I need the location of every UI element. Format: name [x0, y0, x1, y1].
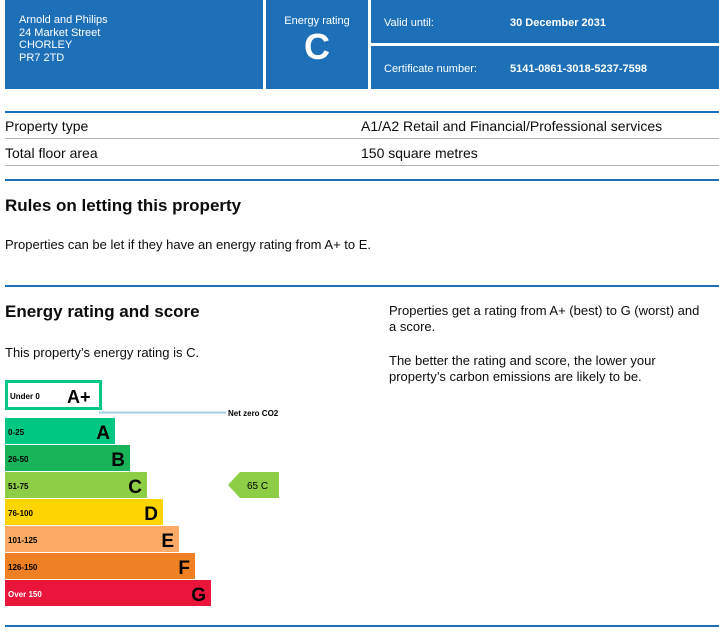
- energy-rating-label: Energy rating: [284, 15, 350, 27]
- address-block: Arnold and Philips 24 Market Street CHOR…: [5, 0, 263, 89]
- band-letter: D: [144, 504, 158, 525]
- band-bar-f: [5, 553, 195, 579]
- band-bar-e: [5, 526, 179, 552]
- band-bar-c: [5, 472, 147, 498]
- band-range-label: 26-50: [8, 455, 29, 464]
- valid-until-box: Valid until: 30 December 2031: [371, 0, 719, 43]
- energy-rating-box: Energy rating C: [266, 0, 368, 89]
- band-range-label: 51-75: [8, 482, 29, 491]
- property-type-value: A1/A2 Retail and Financial/Professional …: [361, 118, 663, 134]
- rating-info-text: Properties get a rating from A+ (best) t…: [389, 303, 700, 334]
- letting-text: Properties can be let if they have an en…: [5, 237, 372, 252]
- net-zero-label: Net zero CO2: [228, 409, 279, 418]
- floor-area-label: Total floor area: [5, 145, 98, 161]
- section-divider: [5, 179, 719, 181]
- carbon-info-text: The better the rating and score, the low…: [389, 353, 656, 384]
- band-range-label: Over 150: [8, 590, 42, 599]
- band-letter: G: [191, 585, 206, 606]
- band-bar-b: [5, 445, 130, 471]
- valid-until-label: Valid until:: [384, 17, 434, 29]
- band-bar-g: [5, 580, 211, 606]
- section-divider: [5, 285, 719, 287]
- energy-heading: Energy rating and score: [5, 302, 200, 321]
- section-divider: [5, 625, 719, 627]
- address-line: 24 Market Street: [19, 26, 101, 39]
- band-letter: E: [161, 531, 174, 552]
- band-letter: A+: [67, 387, 91, 407]
- address-line: PR7 2TD: [19, 51, 65, 64]
- current-rating-text: This property’s energy rating is C.: [5, 345, 200, 360]
- floor-area-value: 150 square metres: [361, 145, 478, 161]
- certificate-number-box: Certificate number: 5141-0861-3018-5237-…: [371, 46, 719, 89]
- certificate-number-label: Certificate number:: [384, 63, 477, 75]
- band-letter: A: [96, 423, 110, 444]
- floor-area-row: Total floor area 150 square metres: [5, 139, 719, 166]
- band-range-label: 101-125: [8, 536, 38, 545]
- band-bar-a-plus: [5, 380, 102, 410]
- band-range-label: 0-25: [8, 428, 25, 437]
- band-letter: C: [128, 477, 142, 498]
- letting-heading: Rules on letting this property: [5, 196, 242, 215]
- address-line: Arnold and Philips: [19, 14, 108, 26]
- band-range-label: Under 0: [10, 392, 40, 401]
- current-rating-label: 65 C: [247, 481, 268, 492]
- property-type-label: Property type: [5, 118, 89, 134]
- divider: [5, 111, 719, 113]
- band-letter: F: [178, 558, 190, 579]
- current-rating-arrow: [228, 472, 279, 498]
- band-range-label: 76-100: [8, 509, 33, 518]
- band-range-label: 126-150: [8, 563, 38, 572]
- energy-rating-graph: Under 0 A+ Net zero CO2 0-25 A 26-50 B 51-75 C 76…: [5, 380, 279, 606]
- valid-until-value: 30 December 2031: [510, 17, 607, 29]
- property-type-row: Property type A1/A2 Retail and Financial…: [5, 112, 719, 139]
- band-letter: B: [111, 450, 125, 471]
- address-line: CHORLEY: [19, 39, 73, 51]
- certificate-number-value: 5141-0861-3018-5237-7598: [510, 63, 648, 75]
- band-bar-a: [5, 418, 115, 444]
- energy-rating-letter: C: [304, 26, 330, 67]
- band-bar-d: [5, 499, 163, 525]
